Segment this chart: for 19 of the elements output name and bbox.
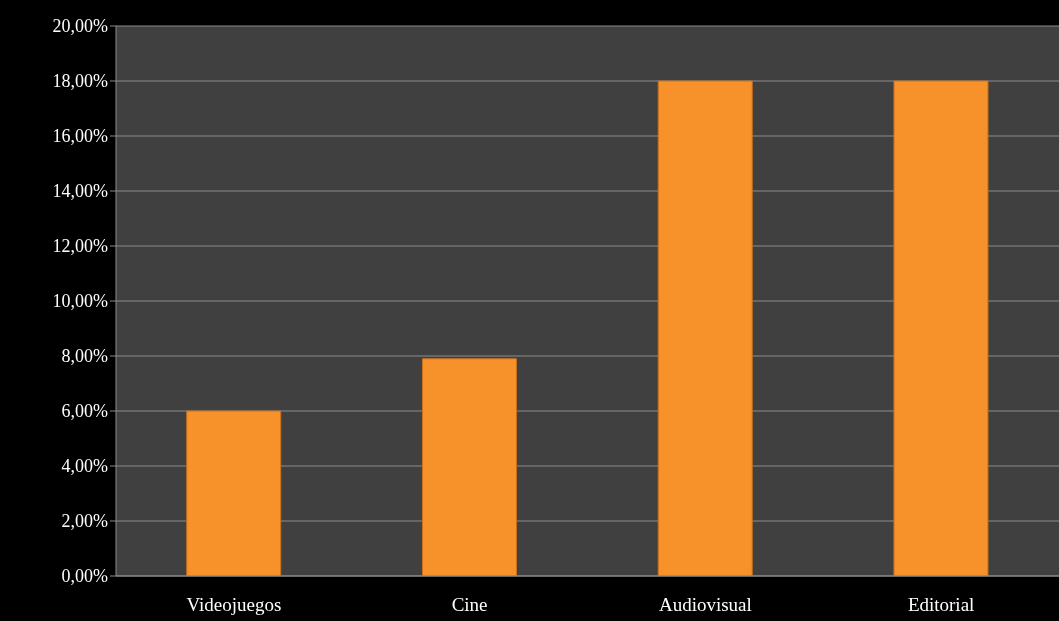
y-tick-label: 2,00%: [61, 511, 108, 532]
y-tick-label: 8,00%: [61, 346, 108, 367]
bar: [421, 358, 517, 576]
x-tick-label: Editorial: [907, 594, 975, 616]
y-tick-label: 12,00%: [52, 236, 108, 257]
y-tick-label: 10,00%: [52, 291, 108, 312]
bar: [893, 80, 989, 576]
x-tick-label: Cine: [451, 594, 488, 616]
x-tick-label: Videojuegos: [186, 594, 282, 616]
bar: [657, 80, 753, 576]
y-tick-label: 4,00%: [61, 456, 108, 477]
y-tick-label: 6,00%: [61, 401, 108, 422]
y-tick-label: 18,00%: [52, 71, 108, 92]
bar: [186, 410, 282, 576]
y-tick-label: 20,00%: [52, 16, 108, 37]
y-tick-label: 0,00%: [61, 566, 108, 587]
y-tick-label: 14,00%: [52, 181, 108, 202]
x-tick-label: Audiovisual: [658, 594, 752, 616]
y-tick-label: 16,00%: [52, 126, 108, 147]
